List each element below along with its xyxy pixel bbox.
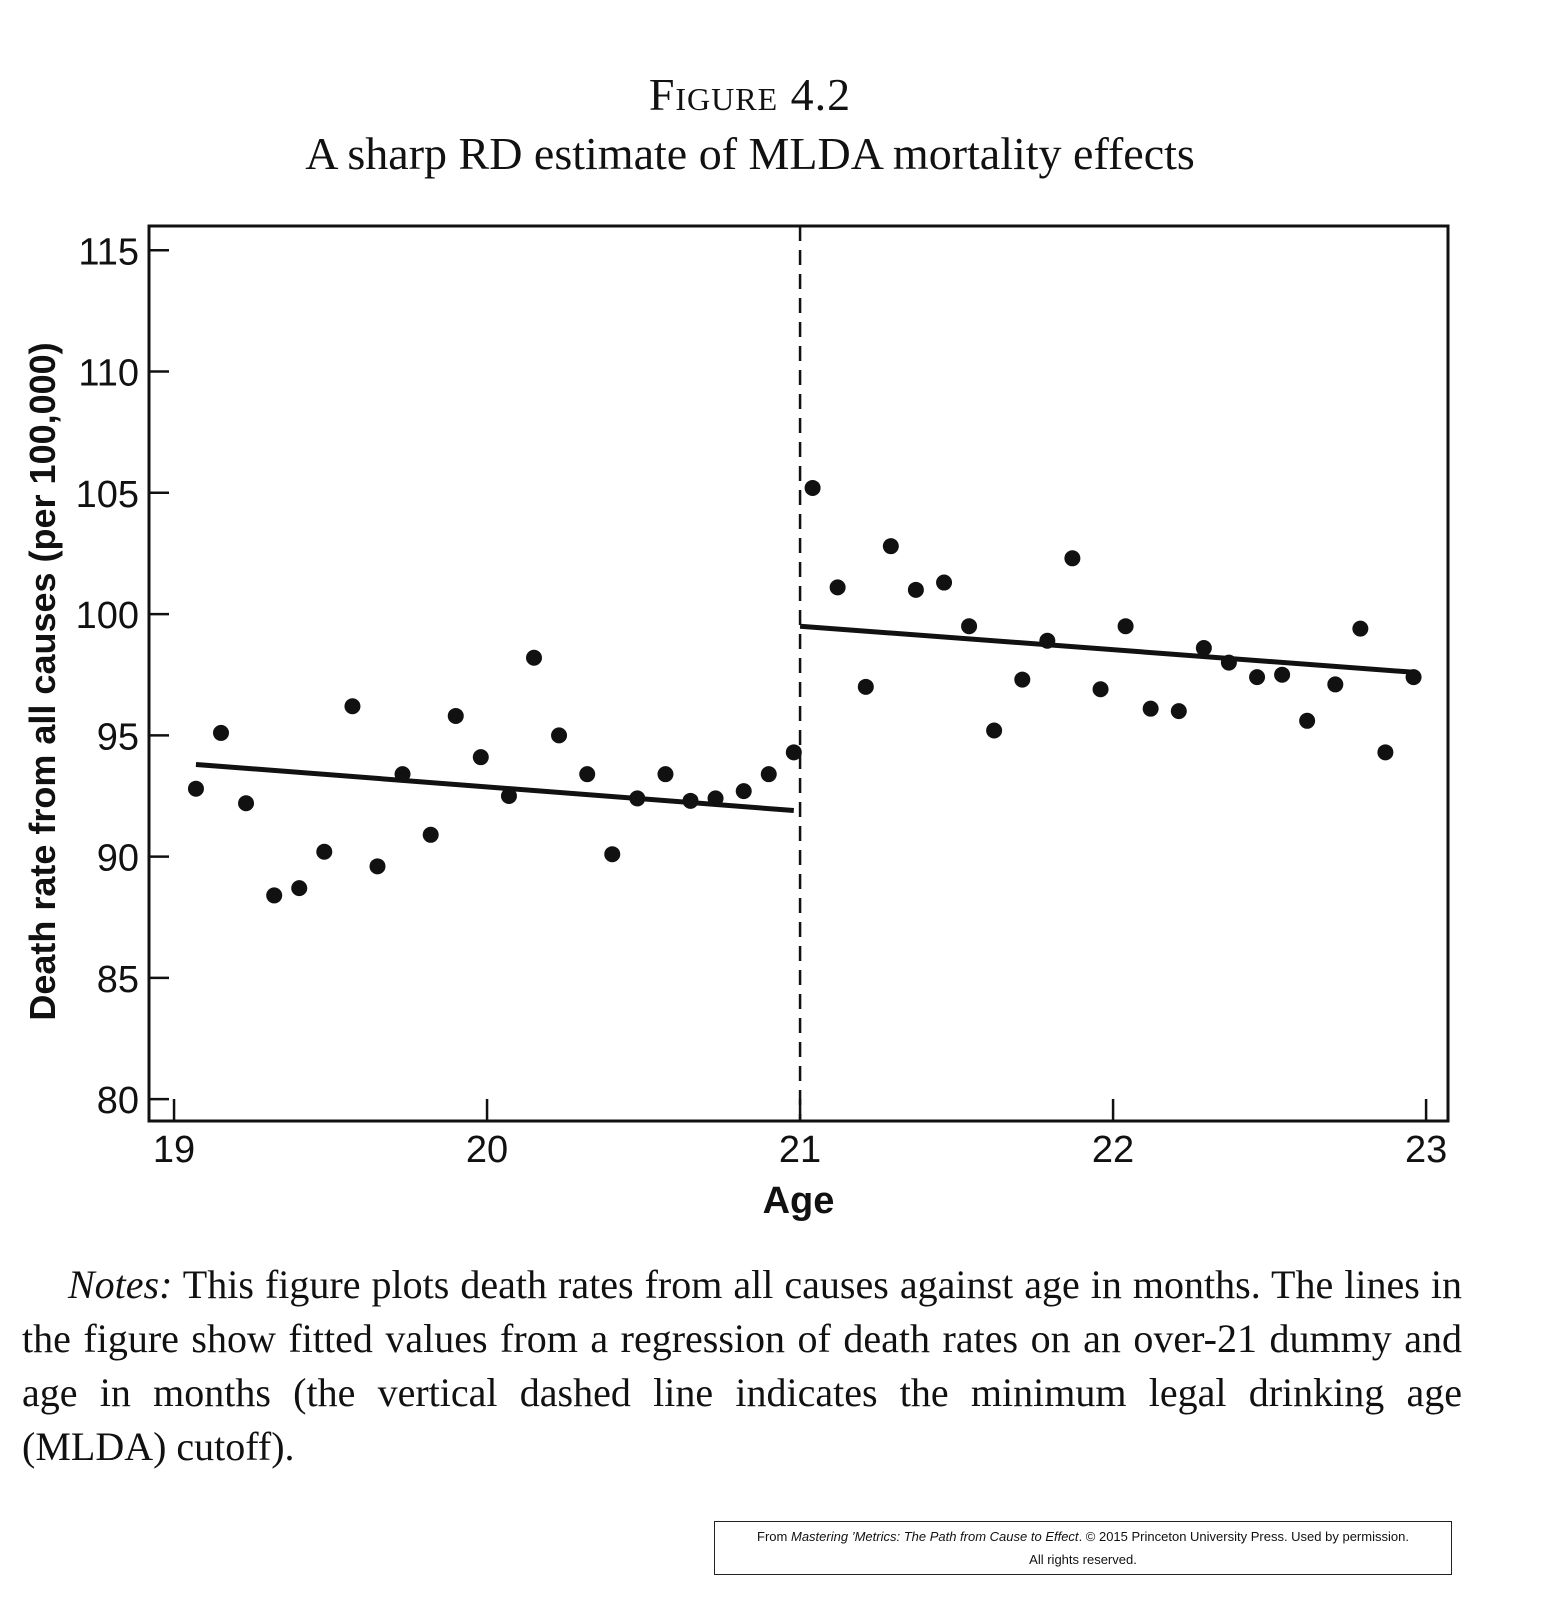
y-tick-label: 115 (78, 231, 139, 273)
data-point (986, 722, 1003, 739)
y-tick-label: 85 (97, 959, 139, 1001)
data-point (785, 744, 802, 761)
data-point (1064, 550, 1081, 567)
credit-line-2: All rights reserved. (1029, 1552, 1137, 1567)
data-point (961, 618, 978, 635)
data-point (1014, 671, 1031, 688)
figure-title: A sharp RD estimate of MLDA mortality ef… (305, 128, 1195, 179)
data-point (369, 858, 386, 875)
data-point (579, 766, 596, 783)
data-point (604, 846, 621, 863)
notes-text: This figure plots death rates from all c… (22, 1262, 1463, 1469)
data-point (1274, 666, 1291, 683)
y-axis-label: Death rate from all causes (per 100,000) (22, 342, 63, 1020)
data-point (857, 678, 874, 695)
credit-suffix: . © 2015 Princeton University Press. Use… (1078, 1529, 1409, 1544)
credit-prefix: From (757, 1529, 788, 1544)
data-point (760, 766, 777, 783)
data-point (500, 787, 517, 804)
data-point (291, 880, 308, 897)
y-tick-label: 105 (76, 474, 139, 516)
data-point (394, 766, 411, 783)
data-point (707, 790, 724, 807)
figure-notes: Notes: This figure plots death rates fro… (22, 1258, 1462, 1474)
data-point (266, 887, 283, 904)
x-tick-label: 21 (779, 1129, 821, 1171)
y-tick-label: 90 (97, 838, 139, 880)
credit-box: From Mastering ’Metrics: The Path from C… (714, 1521, 1452, 1575)
fitted-line-over-21 (799, 623, 1414, 675)
data-point (629, 790, 646, 807)
data-point (829, 579, 846, 596)
x-tick-label: 20 (466, 1129, 508, 1171)
data-point (735, 783, 752, 800)
data-point (1299, 712, 1316, 729)
data-point (1249, 669, 1266, 686)
data-point (1039, 632, 1056, 649)
data-point (316, 843, 333, 860)
fitted-line-under-21 (195, 761, 794, 814)
data-point (1195, 640, 1212, 657)
data-point (657, 766, 674, 783)
y-tick-label: 100 (76, 595, 139, 637)
data-point (1170, 703, 1187, 720)
data-point (344, 698, 361, 715)
data-point (804, 479, 821, 496)
x-tick-label: 22 (1092, 1129, 1134, 1171)
credit-line-1: From Mastering ’Metrics: The Path from C… (715, 1525, 1451, 1548)
scatter-chart: 80 85 90 95 100 105 110 115 19 20 21 22 23 Age Death r… (22, 224, 1450, 1222)
data-point (1327, 676, 1344, 693)
data-point (187, 780, 204, 797)
figure-label: Figure 4.2 (648, 69, 852, 120)
data-point (526, 649, 543, 666)
y-tick-label: 95 (97, 716, 139, 758)
data-point (882, 538, 899, 555)
data-point (1352, 620, 1369, 637)
data-point (1220, 654, 1237, 671)
data-point (422, 826, 439, 843)
data-point (1092, 681, 1109, 698)
data-point (1117, 618, 1134, 635)
y-tick-label: 110 (78, 353, 139, 395)
x-tick-label: 19 (153, 1129, 195, 1171)
data-point (936, 574, 953, 591)
x-tick-label: 23 (1405, 1129, 1447, 1171)
data-point (1377, 744, 1394, 761)
data-point (551, 727, 568, 744)
data-point (472, 749, 489, 766)
data-point (238, 795, 255, 812)
data-point (212, 724, 229, 741)
data-point (1405, 669, 1422, 686)
data-point (907, 581, 924, 598)
notes-lead: Notes: (68, 1262, 173, 1307)
x-axis-label: Age (763, 1180, 835, 1222)
data-point (447, 707, 464, 724)
y-tick-label: 80 (97, 1080, 139, 1122)
data-point (1142, 700, 1159, 717)
plot-frame (147, 224, 1450, 1123)
credit-book-title: Mastering ’Metrics: The Path from Cause … (791, 1529, 1079, 1544)
data-point (682, 792, 699, 809)
